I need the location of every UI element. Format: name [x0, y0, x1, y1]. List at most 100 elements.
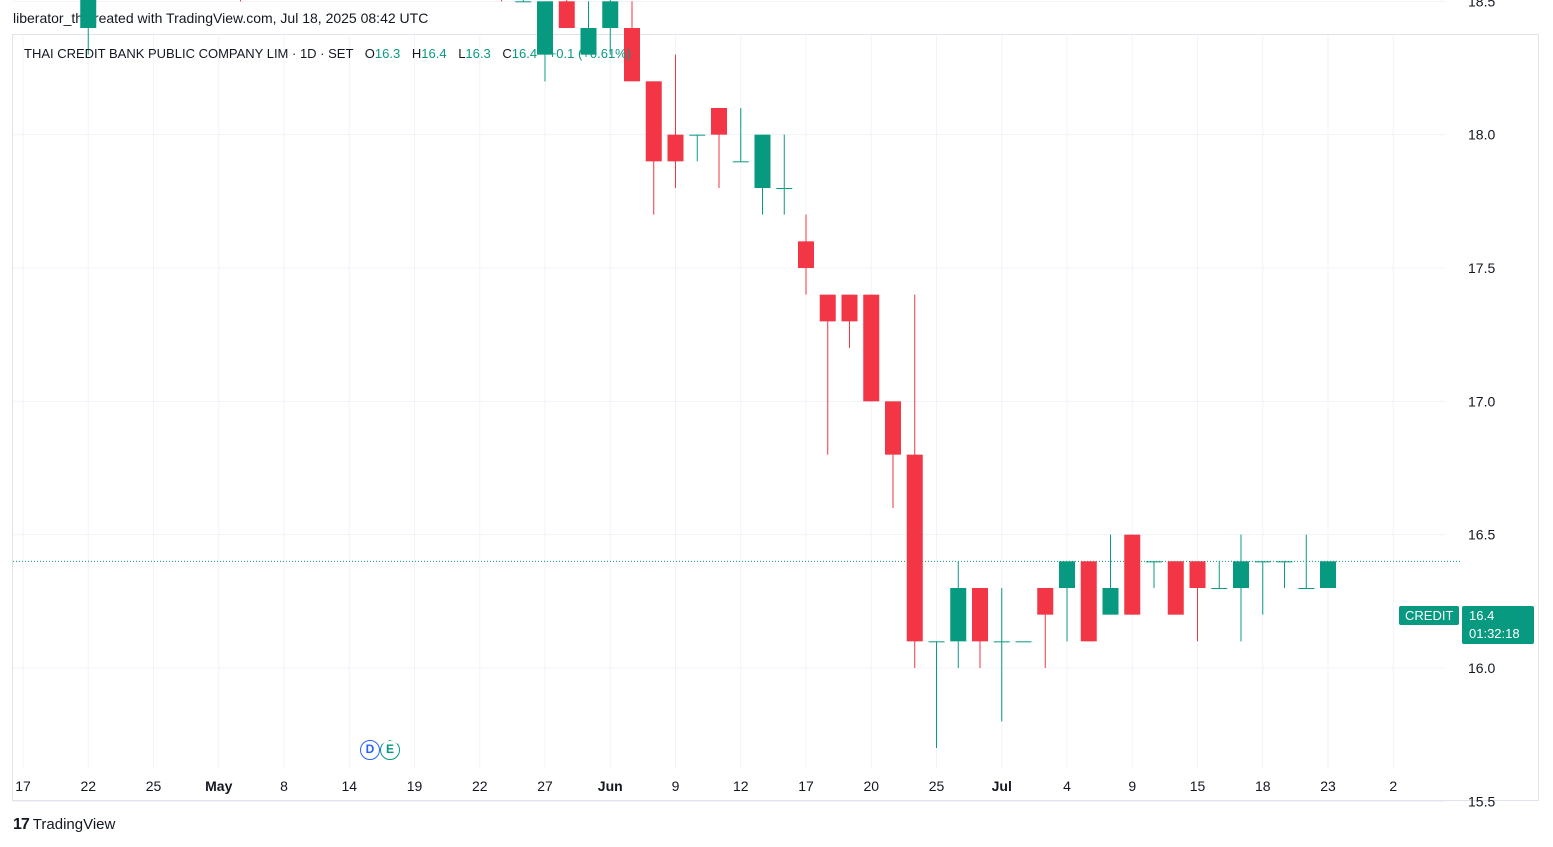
candle: [819, 294, 836, 455]
chart-frame: [12, 34, 1539, 801]
earnings-event-icon[interactable]: E: [380, 740, 400, 760]
time-tick-label: 25: [146, 778, 162, 794]
low-value: 16.3: [465, 46, 491, 61]
candle: [841, 294, 858, 348]
candle-body: [667, 134, 684, 162]
candle-body: [1276, 561, 1293, 563]
symbol-legend: THAI CREDIT BANK PUBLIC COMPANY LIM · 1D…: [24, 46, 631, 61]
candle-body: [1059, 561, 1075, 588]
candle: [1146, 561, 1162, 588]
time-tick-label: 18: [1255, 778, 1271, 794]
candle-body: [906, 454, 923, 642]
candle-body: [537, 1, 553, 55]
price-tick-label: 18.5: [1468, 0, 1495, 9]
low-label: L: [458, 46, 466, 61]
candle-body: [798, 241, 814, 268]
candle: [624, 1, 640, 82]
candle: [645, 81, 662, 215]
candle-body: [515, 1, 532, 3]
candle: [1059, 561, 1075, 642]
candle: [1037, 587, 1054, 668]
candle-body: [558, 1, 575, 28]
candle: [732, 107, 749, 163]
high-label: H: [411, 46, 422, 61]
candle: [711, 107, 727, 188]
candle-body: [1298, 587, 1315, 589]
candle-body: [1233, 561, 1249, 588]
time-axis: 17 22 25 May 8 14 19 22 27 Jun 9 12 17 20 25 Jul 4 9 15 18 2…: [15, 778, 1397, 794]
close-value: 16.4: [511, 46, 538, 61]
candle-body: [1189, 561, 1206, 588]
close-label: C: [502, 46, 512, 61]
candle-body: [1146, 561, 1162, 563]
dividend-event-icon[interactable]: D: [360, 740, 380, 760]
candle: [863, 294, 880, 402]
time-tick-label: 23: [1320, 778, 1336, 794]
candle: [1080, 561, 1097, 642]
time-tick-label: Jul: [992, 778, 1012, 794]
last-price-badge: 16.4 01:32:18: [1462, 606, 1534, 644]
high-value: 16.4: [421, 46, 447, 61]
price-tick-label: 16.5: [1468, 527, 1495, 543]
time-tick-label: 17: [798, 778, 814, 794]
time-tick-label: 8: [280, 778, 288, 794]
candle-body: [602, 1, 619, 28]
candle: [515, 0, 532, 3]
time-tick-label: 9: [672, 778, 680, 794]
candle-body: [580, 27, 597, 55]
candle-body: [1080, 561, 1097, 642]
candle: [798, 214, 814, 295]
candle: [80, 0, 97, 55]
tradingview-branding[interactable]: 17 TradingView: [13, 816, 115, 834]
grid-lines: [13, 0, 1445, 802]
candle-body: [732, 161, 749, 163]
candle-body: [950, 587, 967, 642]
candle: [1189, 561, 1206, 642]
candle: [776, 134, 793, 215]
change-value: +0.1 (+0.61%): [548, 46, 632, 61]
candle: [602, 0, 619, 55]
candle: [1167, 561, 1184, 615]
candle-body: [80, 0, 97, 28]
time-tick-label: 17: [15, 778, 31, 794]
price-tick-label: 17.5: [1468, 260, 1495, 276]
candle-body: [1037, 587, 1054, 615]
time-tick-label: 19: [407, 778, 423, 794]
time-tick-label: 4: [1063, 778, 1071, 794]
price-tick-label: 16.0: [1468, 660, 1495, 676]
candle: [1015, 641, 1032, 643]
candle-body: [1102, 587, 1119, 615]
candle-body: [819, 294, 836, 322]
candle: [537, 1, 553, 82]
time-tick-label: Jun: [598, 778, 623, 794]
candle-body: [1167, 561, 1184, 615]
time-tick-label: 15: [1190, 778, 1206, 794]
candle-body: [1254, 561, 1271, 563]
candle: [950, 561, 967, 668]
candle: [1211, 561, 1228, 589]
price-tick-label: 18.0: [1468, 127, 1495, 143]
candle: [667, 54, 684, 188]
candle-body: [645, 81, 662, 162]
candle: [580, 1, 597, 55]
candle: [993, 587, 1010, 722]
time-tick-label: 12: [733, 778, 749, 794]
time-tick-label: 22: [472, 778, 488, 794]
symbol-title: THAI CREDIT BANK PUBLIC COMPANY LIM · 1D…: [24, 46, 354, 61]
candle-body: [689, 134, 706, 136]
candle-body: [885, 401, 901, 455]
time-tick-label: 27: [537, 778, 553, 794]
time-tick-label: 20: [863, 778, 879, 794]
candle: [885, 401, 901, 508]
price-axis: 15.516.016.517.017.518.018.519.019.520.0…: [1468, 0, 1495, 809]
time-tick-label: 22: [80, 778, 96, 794]
candle-body: [1320, 561, 1336, 588]
time-tick-label: 14: [341, 778, 357, 794]
candle: [906, 294, 923, 668]
open-label: O: [364, 46, 375, 61]
candle-body: [776, 187, 793, 189]
price-tick-label: 15.5: [1468, 793, 1495, 809]
time-tick-label: 9: [1128, 778, 1136, 794]
candle-body: [754, 134, 771, 188]
